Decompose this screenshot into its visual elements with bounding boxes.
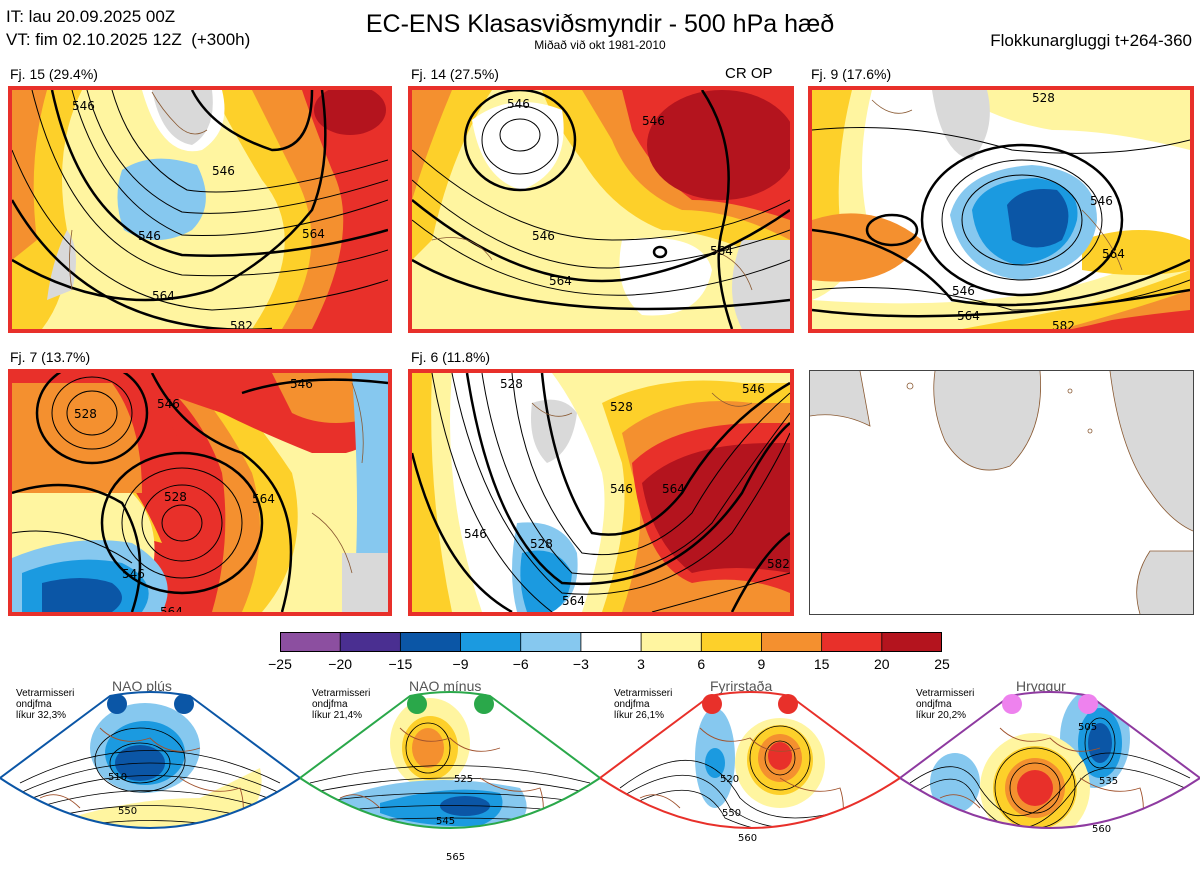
c4-contour-label-4: 546 — [122, 567, 145, 581]
regime-4-map: 505 535 560 — [900, 691, 1200, 835]
regime-2-map: 525 545 565 — [300, 691, 600, 863]
colorbar-bin-6 — [640, 631, 703, 653]
c1-contour-label-6: 546 — [72, 99, 95, 113]
c4-contour-label-1: 528 — [74, 407, 97, 421]
regime-1-info: Vetrarmisseri ondjfma líkur 32,3% — [16, 688, 75, 721]
r4-contour-label-2: 535 — [1099, 776, 1118, 787]
colorbar-bin-1 — [339, 631, 402, 653]
cluster-5-label: Fj. 6 (11.8%) — [411, 349, 491, 365]
c3-contour-label-1: 546 — [952, 284, 975, 298]
colorbar-tick-9: 15 — [813, 656, 830, 672]
regime-3-title: Fyrirstaða — [710, 678, 773, 694]
cluster-5-map: 546 528 528 546 564 564 582 546 528 — [408, 369, 794, 616]
colorbar-tick-5: −3 — [572, 656, 589, 672]
c4-contour-label-6: 564 — [160, 605, 183, 612]
r3-contour-label-1: 520 — [720, 774, 739, 785]
c4-contour-label-7: 546 — [290, 377, 313, 391]
colorbar-tick-10: 20 — [874, 656, 890, 672]
colorbar-tick-4: −6 — [512, 656, 529, 672]
r3-contour-label-3: 560 — [738, 833, 757, 844]
regime-2-info: Vetrarmisseri ondjfma líkur 21,4% — [312, 688, 371, 721]
regime-2-title: NAO mínus — [409, 678, 482, 694]
colorbar-bin-10 — [881, 631, 943, 653]
c2-contour-label-1: 546 — [532, 229, 555, 243]
c4-contour-label-3: 528 — [164, 490, 187, 504]
colorbar-bin-3 — [460, 631, 522, 653]
colorbar-tick-6: 3 — [637, 656, 645, 672]
colorbar-bin-2 — [399, 631, 462, 653]
colorbar-tick-0: −25 — [268, 656, 292, 672]
regime-3-info: Vetrarmisseri ondjfma líkur 26,1% — [614, 688, 673, 721]
c5-contour-label-5: 564 — [662, 482, 685, 496]
colorbar-bin-4 — [520, 631, 582, 653]
c2-contour-label-4: 564 — [710, 244, 733, 258]
colorbar-tick-7: 6 — [697, 656, 706, 672]
colorbar-tick-3: −9 — [452, 656, 469, 672]
c5-contour-label-9: 528 — [500, 377, 523, 391]
colorbar — [279, 631, 943, 653]
r2-contour-label-3: 565 — [446, 852, 465, 863]
colorbar-bin-5 — [580, 631, 642, 653]
colorbar-tick-11: 25 — [934, 656, 950, 672]
init-time: IT: lau 20.09.2025 00Z — [6, 7, 176, 26]
colorbar-bin-8 — [761, 631, 823, 653]
cluster-1-label: Fj. 15 (29.4%) — [10, 66, 98, 82]
r2-contour-label-2: 545 — [436, 816, 455, 827]
cluster-2-tag: CR OP — [725, 65, 773, 82]
cluster-2-label: Fj. 14 (27.5%) — [411, 66, 499, 82]
c5-contour-label-6: 564 — [562, 594, 585, 608]
colorbar-tick-8: 9 — [757, 656, 766, 672]
c3-contour-label-2: 546 — [1090, 194, 1113, 208]
page-title: EC-ENS Klasasviðsmyndir - 500 hPa hæð — [365, 10, 835, 38]
cluster-4-label: Fj. 7 (13.7%) — [10, 349, 91, 365]
c2-contour-label-5: 546 — [507, 97, 530, 111]
r3-contour-label-2: 550 — [722, 808, 741, 819]
c3-contour-label-6: 582 — [1052, 319, 1075, 329]
c4-contour-label-5: 564 — [252, 492, 275, 506]
c3-contour-label-5: 528 — [1032, 91, 1055, 105]
regime-4-title: Hryggur — [1016, 678, 1066, 694]
c4-contour-label-2: 546 — [157, 397, 180, 411]
r1-contour-label-2: 550 — [118, 806, 137, 817]
colorbar-bin-0 — [279, 631, 342, 653]
c5-contour-label-4: 546 — [610, 482, 633, 496]
cluster-3-label: Fj. 9 (17.6%) — [811, 66, 892, 82]
classification-window: Flokkunargluggi t+264-360 — [990, 31, 1192, 50]
colorbar-bin-7 — [700, 631, 763, 653]
c1-contour-label-2: 546 — [212, 164, 235, 178]
c2-contour-label-3: 564 — [549, 274, 572, 288]
regime-1-title: NAO plús — [112, 678, 172, 694]
r4-contour-label-1: 505 — [1078, 722, 1097, 733]
c5-contour-label-1: 546 — [464, 527, 487, 541]
c1-contour-label-4: 564 — [152, 289, 175, 303]
c1-contour-label-3: 564 — [302, 227, 325, 241]
c3-contour-label-3: 564 — [957, 309, 980, 323]
page-subtitle: Miðað við okt 1981-2010 — [534, 38, 666, 52]
cluster-4-map: 528 546 528 546 564 564 546 — [8, 369, 392, 616]
valid-time: VT: fim 02.10.2025 12Z (+300h) — [6, 30, 251, 49]
regime-1-map: 510 550 — [0, 691, 300, 829]
r2-contour-label-1: 525 — [454, 774, 473, 785]
c3-contour-label-4: 564 — [1102, 247, 1125, 261]
r1-contour-label-1: 510 — [108, 772, 127, 783]
colorbar-bin-9 — [821, 631, 883, 653]
r4-contour-label-3: 560 — [1092, 824, 1111, 835]
cluster-2-map: 546 546 564 564 546 — [408, 86, 794, 333]
cluster-3-map: 546 546 564 564 528 582 — [808, 86, 1194, 333]
colorbar-tick-1: −20 — [328, 656, 353, 672]
cluster-1-map: 546 546 564 564 582 546 — [8, 86, 392, 333]
regime-3-map: 520 550 560 — [600, 691, 900, 844]
c5-contour-label-7: 582 — [767, 557, 790, 571]
base-map — [809, 370, 1194, 615]
c5-contour-label-3: 528 — [610, 400, 633, 414]
c2-contour-label-2: 546 — [642, 114, 665, 128]
c5-contour-label-2: 528 — [530, 537, 553, 551]
c1-contour-label-5: 582 — [230, 319, 253, 329]
regime-4-info: Vetrarmisseri ondjfma líkur 20,2% — [916, 688, 975, 721]
c5-contour-label-8: 546 — [742, 382, 765, 396]
colorbar-tick-2: −15 — [388, 656, 413, 672]
c1-contour-label-1: 546 — [138, 229, 161, 243]
